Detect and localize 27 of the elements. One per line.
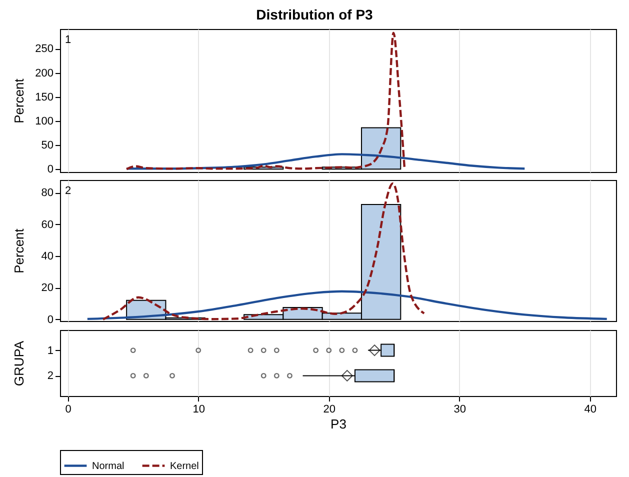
y-tick-label: 150 — [35, 91, 54, 104]
x-tick-label: 30 — [454, 404, 466, 416]
x-tick-label: 20 — [323, 404, 336, 416]
x-tick-label: 40 — [584, 404, 597, 416]
y-tick-label: 60 — [41, 218, 54, 231]
y-axis-title: Percent — [12, 78, 26, 124]
legend-label: Kernel — [170, 460, 199, 472]
y-tick-label: 0 — [47, 314, 54, 326]
y-tick-label: 40 — [41, 250, 54, 263]
y-tick-label: 1 — [47, 344, 54, 357]
y-axis-title: Percent — [12, 228, 26, 274]
y-tick-label: 250 — [35, 43, 54, 56]
y-tick-label: 80 — [41, 187, 54, 200]
y-tick-label: 0 — [47, 164, 54, 176]
y-tick-label: 20 — [41, 282, 54, 294]
y-tick-label: 200 — [35, 67, 54, 80]
x-tick-label: 0 — [65, 404, 72, 416]
annotation: 2 — [65, 185, 72, 197]
y-tick-label: 50 — [41, 140, 54, 152]
y-axis-title: GRUPA — [12, 340, 26, 386]
y-tick-label: 100 — [35, 115, 54, 128]
annotation: 1 — [65, 34, 72, 46]
legend-label: Normal — [92, 460, 124, 472]
x-axis-title: P3 — [330, 416, 346, 432]
y-tick-label: 2 — [47, 370, 54, 382]
x-tick-label: 10 — [192, 404, 205, 416]
chart-title: Distribution of P3 — [256, 6, 374, 22]
